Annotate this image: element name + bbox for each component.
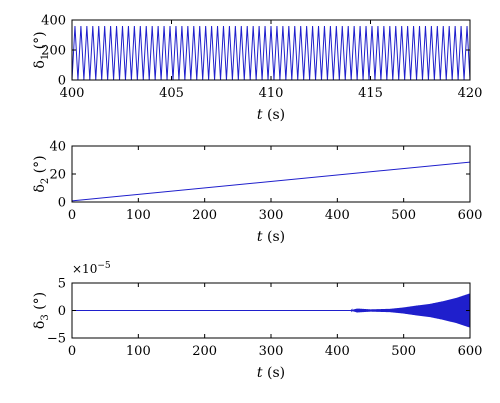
x-axis-unit: (s): [263, 229, 286, 245]
y-axis-subscript: 2: [40, 178, 51, 184]
x-tick-label: 600: [458, 208, 483, 223]
x-tick-label: 500: [391, 208, 416, 223]
x-tick-label: 0: [68, 208, 76, 223]
y-tick-label: 0: [58, 304, 66, 319]
y-tick-label: 200: [41, 44, 66, 59]
x-tick-label: 405: [159, 86, 184, 101]
x-tick-label: 420: [458, 86, 483, 101]
series-line-1-1: [72, 25, 470, 80]
series-line-2-1: [72, 161, 470, 202]
y-tick-label: 0: [58, 196, 66, 211]
y-axis-subscript: 3: [40, 314, 51, 320]
y-tick-label: −5: [47, 332, 66, 347]
x-axis-label: t (s): [257, 365, 285, 381]
y-tick-label: 5: [58, 277, 66, 292]
exponent-power: −5: [97, 261, 111, 271]
y-axis-label: δ1 (°): [32, 31, 51, 68]
y-axis-exponent: ×10−5: [72, 261, 111, 276]
x-tick-label: 400: [325, 208, 350, 223]
x-tick-label: 415: [358, 86, 383, 101]
x-tick-label: 500: [391, 344, 416, 359]
x-tick-label: 100: [126, 208, 151, 223]
y-tick-label: 40: [49, 140, 66, 155]
y-axis-unit: (°): [32, 155, 48, 177]
x-tick-label: 200: [192, 344, 217, 359]
y-axis-unit: (°): [32, 292, 48, 314]
x-axis-label: t (s): [257, 229, 285, 245]
x-axis-unit: (s): [263, 365, 286, 381]
x-tick-label: 600: [458, 344, 483, 359]
x-axis-var: t: [257, 229, 263, 245]
x-tick-label: 400: [325, 344, 350, 359]
x-axis-var: t: [257, 365, 263, 381]
y-axis-symbol: δ: [32, 321, 48, 329]
y-axis-subscript: 1: [40, 54, 51, 60]
y-axis-symbol: δ: [32, 60, 48, 68]
y-axis-unit: (°): [32, 31, 48, 53]
exponent-base: ×10: [72, 262, 97, 276]
x-tick-label: 200: [192, 208, 217, 223]
y-axis-label: δ3 (°): [32, 292, 51, 329]
x-tick-label: 100: [126, 344, 151, 359]
panel-2: 0 100 200 300 400 500 600 0 20 40 t (s) δ2 (°): [32, 140, 482, 246]
y-tick-label: 0: [58, 74, 66, 89]
x-tick-label: 300: [259, 208, 284, 223]
x-axis-var: t: [257, 107, 263, 123]
y-axis-symbol: δ: [32, 184, 48, 192]
x-tick-label: 300: [259, 344, 284, 359]
y-tick-label: 400: [41, 14, 66, 29]
x-axis-unit: (s): [263, 107, 286, 123]
panel-1: 400 405 410 415 420 0 200 400 t (s) δ1 (°): [32, 14, 482, 124]
series-line-3-1: [72, 293, 470, 328]
y-axis-label: δ2 (°): [32, 155, 51, 192]
x-tick-label: 400: [60, 86, 85, 101]
x-tick-label: 410: [259, 86, 284, 101]
y-tick-label: 20: [49, 168, 66, 183]
axes-box: [71, 145, 471, 203]
x-tick-label: 0: [68, 344, 76, 359]
x-axis-label: t (s): [257, 107, 285, 123]
